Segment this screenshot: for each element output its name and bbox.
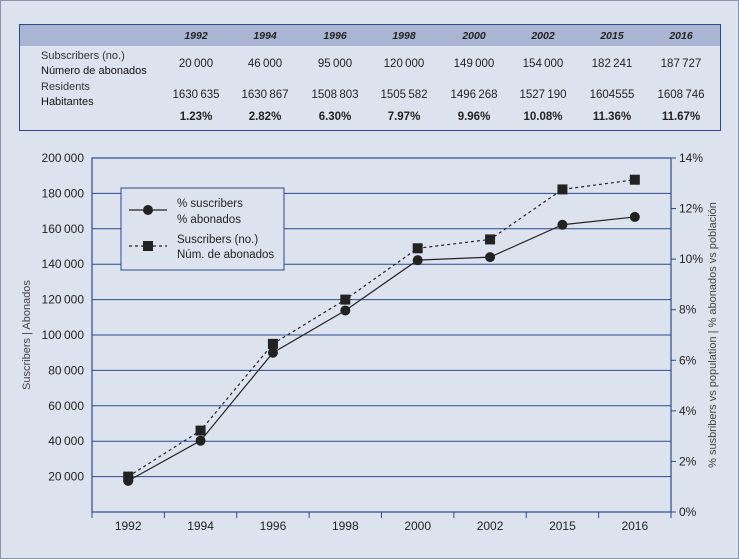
percentage-cell: 10.08%	[523, 111, 563, 123]
left-tick-label: 160 000	[42, 222, 85, 236]
residents-cell: 1527 190	[519, 89, 567, 101]
subscribers-cell: 95 000	[317, 58, 353, 70]
subscribers-cell: 149 000	[453, 58, 495, 70]
x-tick-label: 1998	[332, 519, 359, 533]
row-label-residents-es: Habitantes	[41, 96, 94, 108]
subscribers-point	[485, 234, 496, 245]
x-tick-label: 2000	[404, 519, 431, 533]
x-axis-ticks: 1992 1994 1996 1998 2000 2002 2015 2016	[91, 512, 672, 533]
right-axis-label: % susbribers vs population | % abonados …	[707, 202, 719, 468]
left-tick-label: 180 000	[42, 186, 85, 200]
percentage-cell: 11.36%	[592, 111, 632, 123]
residents-cell: 1505 582	[380, 89, 428, 101]
subscribers-point	[267, 338, 278, 349]
percent-point	[340, 305, 351, 316]
subscribers-cell: 182 241	[591, 58, 633, 70]
left-axis-label: Suscribers | Abonados	[21, 280, 33, 390]
series-layer	[123, 174, 640, 486]
year-header: 2016	[669, 30, 693, 42]
x-tick-label: 1994	[187, 519, 214, 533]
left-tick-label: 120 000	[42, 293, 85, 307]
legend-square-marker	[143, 241, 153, 251]
left-axis-ticks: 20 000 40 000 60 000 80 000 100 000 120 000 14…	[42, 151, 85, 484]
grid-lines	[92, 157, 671, 478]
row-label-subscribers-en: Subscribers (no.)	[41, 50, 125, 62]
percentage-cell: 9.96%	[457, 111, 491, 123]
row-label-subscribers-es: Número de abonados	[41, 65, 147, 77]
right-tick-label: 10%	[679, 252, 703, 266]
subscribers-cell: 20 000	[178, 58, 214, 70]
percent-point	[629, 211, 640, 222]
year-header: 2000	[462, 30, 486, 42]
legend-label: Núm. de abonados	[177, 249, 274, 261]
residents-cell: 1496 268	[450, 89, 498, 101]
left-tick-label: 200 000	[42, 151, 85, 165]
right-tick-label: 14%	[679, 151, 703, 165]
year-header: 1996	[323, 30, 347, 42]
subscribers-point	[629, 174, 640, 185]
x-tick-label: 1992	[115, 519, 142, 533]
percent-point	[412, 255, 423, 266]
subscribers-point	[340, 294, 351, 305]
percentage-cell: 7.97%	[387, 111, 421, 123]
year-header: 2002	[531, 30, 555, 42]
right-tick-label: 6%	[679, 353, 697, 367]
data-table: 1992 1994 1996 1998 2000 2002 2015 2016 …	[19, 24, 721, 131]
percent-point	[485, 252, 496, 263]
year-header: 1994	[253, 30, 277, 42]
left-tick-label: 20 000	[48, 470, 84, 484]
row-label-residents-en: Residents	[41, 81, 90, 93]
right-axis-ticks: 0% 2% 4% 6% 8% 10% 12% 14%	[671, 151, 703, 519]
x-tick-label: 2016	[621, 519, 648, 533]
percent-point	[267, 347, 278, 358]
chart-legend: % suscribers % abonados Suscribers (no.)…	[120, 187, 285, 271]
residents-cell: 1630 635	[172, 89, 220, 101]
legend-label: Suscribers (no.)	[177, 234, 258, 246]
percentage-cell: 2.82%	[248, 111, 282, 123]
legend-box	[120, 187, 285, 271]
legend-label: % abonados	[177, 214, 241, 226]
percentage-cell: 11.67%	[661, 111, 701, 123]
right-tick-label: 8%	[679, 303, 697, 317]
table-header: 1992 1994 1996 1998 2000 2002 2015 2016	[20, 25, 720, 46]
residents-cell: 1608 746	[657, 89, 705, 101]
left-tick-label: 60 000	[48, 399, 84, 413]
percent-series-line	[127, 216, 635, 482]
left-tick-label: 100 000	[42, 328, 85, 342]
percent-point	[557, 219, 568, 230]
subscribers-cell: 154 000	[522, 58, 564, 70]
right-tick-label: 2%	[679, 454, 697, 468]
legend-circle-marker	[143, 205, 153, 215]
year-header: 1992	[184, 30, 208, 42]
year-header: 2015	[600, 30, 624, 42]
subscribers-point	[195, 425, 206, 436]
percent-point	[195, 435, 206, 446]
subscribers-point	[412, 243, 423, 254]
left-tick-label: 40 000	[48, 434, 84, 448]
legend-label: % suscribers	[177, 198, 243, 210]
year-header: 1998	[392, 30, 416, 42]
residents-cell: 1508 803	[311, 89, 359, 101]
left-tick-label: 140 000	[42, 257, 85, 271]
percentage-cell: 6.30%	[318, 111, 352, 123]
right-tick-label: 12%	[679, 202, 703, 216]
x-tick-label: 2002	[477, 519, 504, 533]
right-tick-label: 0%	[679, 505, 697, 519]
subscribers-point	[123, 471, 134, 482]
residents-cell: 1604555	[589, 89, 635, 101]
subscribers-cell: 120 000	[383, 58, 425, 70]
left-tick-label: 80 000	[48, 363, 84, 377]
subscribers-series-line	[127, 179, 635, 478]
right-tick-label: 4%	[679, 404, 697, 418]
x-tick-label: 2015	[549, 519, 576, 533]
subscribers-point	[557, 184, 568, 195]
subscribers-cell: 187 727	[660, 58, 702, 70]
subscribers-cell: 46 000	[247, 58, 283, 70]
residents-cell: 1630 867	[241, 89, 289, 101]
x-tick-label: 1996	[260, 519, 287, 533]
percentage-cell: 1.23%	[179, 111, 213, 123]
